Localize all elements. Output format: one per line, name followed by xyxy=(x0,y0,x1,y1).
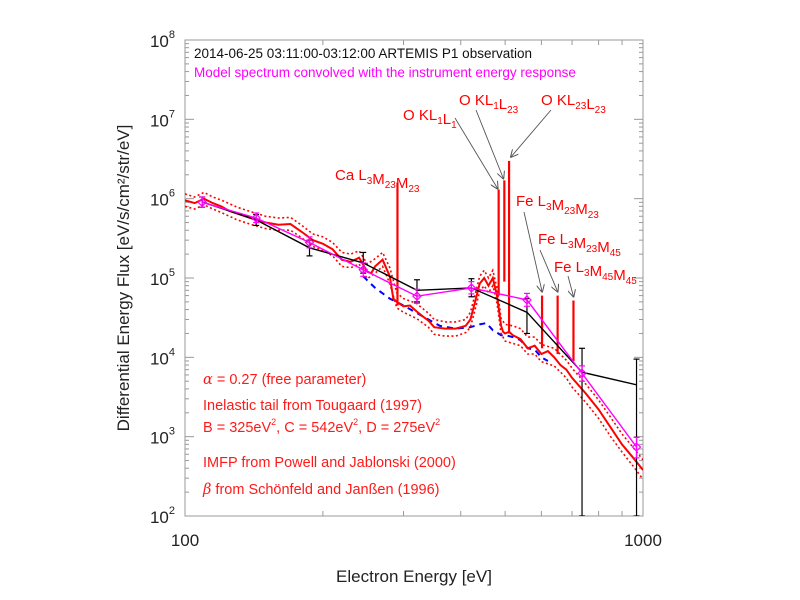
observation-line xyxy=(201,201,637,386)
chart-subtitle: Model spectrum convolved with the instru… xyxy=(194,65,576,80)
emission-line-label-o-kl1l23: O KL1L23 xyxy=(459,92,519,116)
model-lower-bound-line xyxy=(185,203,643,480)
y-tick-label: 104 xyxy=(150,346,175,368)
y-tick-label: 107 xyxy=(150,108,175,130)
model-line xyxy=(185,197,643,471)
convolved-model-point xyxy=(358,264,369,275)
beta-annotation: β from Schönfeld and Janßen (1996) xyxy=(202,482,440,498)
emission-line-label-fe-l3m23m45: Fe L3M23M45 xyxy=(538,231,621,259)
convolved-model-point xyxy=(412,291,422,302)
emission-line-label-o-kl23l23: O KL23L23 xyxy=(541,92,606,116)
params-annotation: B = 325eV2, C = 542eV2, D = 275eV2 xyxy=(203,417,440,436)
emission-line-label-ca-l3m23m23: Ca L3M23M23 xyxy=(335,167,420,195)
beta-symbol: β xyxy=(202,482,211,498)
x-tick-label: 1000 xyxy=(624,531,662,550)
param-sep: , xyxy=(358,420,366,436)
x-tick-labels: 100 1000 xyxy=(171,531,662,550)
y-tick-label: 102 xyxy=(150,505,175,527)
y-axis-label: Differential Energy Flux [eV/s/cm²/str/e… xyxy=(114,125,133,432)
alpha-symbol: α xyxy=(203,372,213,388)
convolved-model-point xyxy=(251,213,261,223)
emission-line-label-fe-l3m45m45: Fe L3M45M45 xyxy=(554,259,637,287)
y-tick-label: 106 xyxy=(150,188,175,210)
y-tick-label: 103 xyxy=(150,426,175,448)
param-sep: , xyxy=(276,420,284,436)
convolved-model-point xyxy=(522,295,532,305)
annotation-arrow xyxy=(539,249,558,292)
alpha-text: = 0.27 (free parameter) xyxy=(213,372,367,388)
convolved-model-point xyxy=(631,442,642,452)
model-upper-bound-line xyxy=(185,191,643,461)
param-b-sup: 2 xyxy=(271,417,276,427)
annotation-arrow xyxy=(511,109,552,157)
annotation-arrow xyxy=(454,117,498,189)
annotations: α = 0.27 (free parameter) Inelastic tail… xyxy=(202,372,456,498)
x-axis-label: Electron Energy [eV] xyxy=(336,567,492,586)
y-minor-ticks xyxy=(185,43,643,517)
imfp-annotation: IMFP from Powell and Jablonski (2000) xyxy=(203,455,456,471)
convolved-model-point xyxy=(466,283,477,293)
annotation-arrow xyxy=(523,211,542,292)
param-b: B = 325eV xyxy=(203,420,271,436)
param-d-sup: 2 xyxy=(435,417,440,427)
beta-text: from Schönfeld and Janßen (1996) xyxy=(211,482,439,498)
emission-line-label-o-kl1l1: O KL1L1 xyxy=(403,107,457,131)
annotation-arrow xyxy=(475,109,503,178)
series-layer xyxy=(185,160,643,516)
convolved-model-point xyxy=(577,368,587,379)
convolved-model-point xyxy=(197,197,207,208)
annotation-arrow xyxy=(567,275,573,297)
y-tick-labels: 102 103 104 105 106 107 108 xyxy=(150,29,175,527)
y-tick-label: 105 xyxy=(150,267,175,289)
tail-annotation: Inelastic tail from Tougaard (1997) xyxy=(203,398,422,414)
param-c-sup: 2 xyxy=(353,417,358,427)
param-d: D = 275eV xyxy=(366,420,435,436)
alpha-annotation: α = 0.27 (free parameter) xyxy=(203,372,366,388)
chart-title: 2014-06-25 03:11:00-03:12:00 ARTEMIS P1 … xyxy=(194,46,532,61)
emission-line-label-fe-l3m23m23: Fe L3M23M23 xyxy=(516,193,599,221)
param-c: C = 542eV xyxy=(284,420,353,436)
x-tick-label: 100 xyxy=(171,531,199,550)
convolved-model-point xyxy=(304,237,315,248)
x-minor-ticks xyxy=(322,40,623,516)
y-tick-label: 108 xyxy=(150,29,175,51)
